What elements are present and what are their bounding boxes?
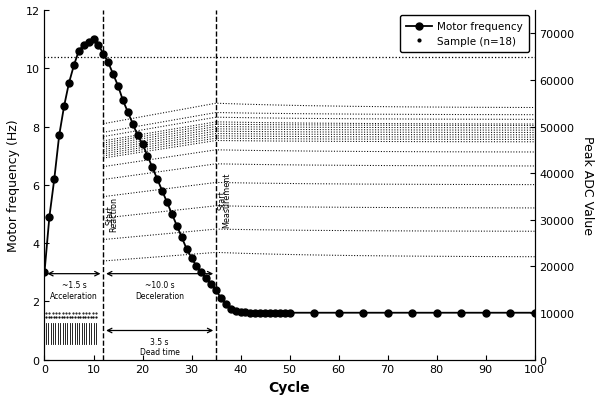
Text: ~10.0 s: ~10.0 s: [145, 281, 174, 290]
Motor frequency: [203, 276, 210, 281]
Text: Dead time: Dead time: [139, 348, 180, 356]
Motor frequency: [41, 270, 48, 275]
Line: Motor frequency: Motor frequency: [41, 36, 538, 316]
Y-axis label: Peak ADC Value: Peak ADC Value: [581, 136, 594, 235]
Motor frequency: [384, 310, 391, 315]
Motor frequency: [531, 310, 538, 315]
Motor frequency: [247, 310, 254, 315]
X-axis label: Cycle: Cycle: [269, 380, 310, 394]
Legend: Motor frequency, Sample (n=18): Motor frequency, Sample (n=18): [400, 16, 529, 53]
Text: ~1.5 s: ~1.5 s: [61, 281, 87, 290]
Text: Start: Start: [218, 190, 227, 210]
Text: Acceleration: Acceleration: [50, 292, 98, 300]
Text: Start: Start: [105, 205, 114, 224]
Motor frequency: [114, 84, 121, 89]
Text: Measurement: Measurement: [222, 172, 231, 227]
Text: 3.5 s: 3.5 s: [150, 337, 169, 346]
Motor frequency: [105, 61, 112, 66]
Y-axis label: Motor frequency (Hz): Motor frequency (Hz): [7, 119, 20, 251]
Motor frequency: [148, 166, 156, 170]
Text: Reaction: Reaction: [109, 197, 118, 232]
Motor frequency: [222, 302, 230, 307]
Motor frequency: [90, 38, 97, 43]
Text: Deceleration: Deceleration: [135, 292, 184, 300]
